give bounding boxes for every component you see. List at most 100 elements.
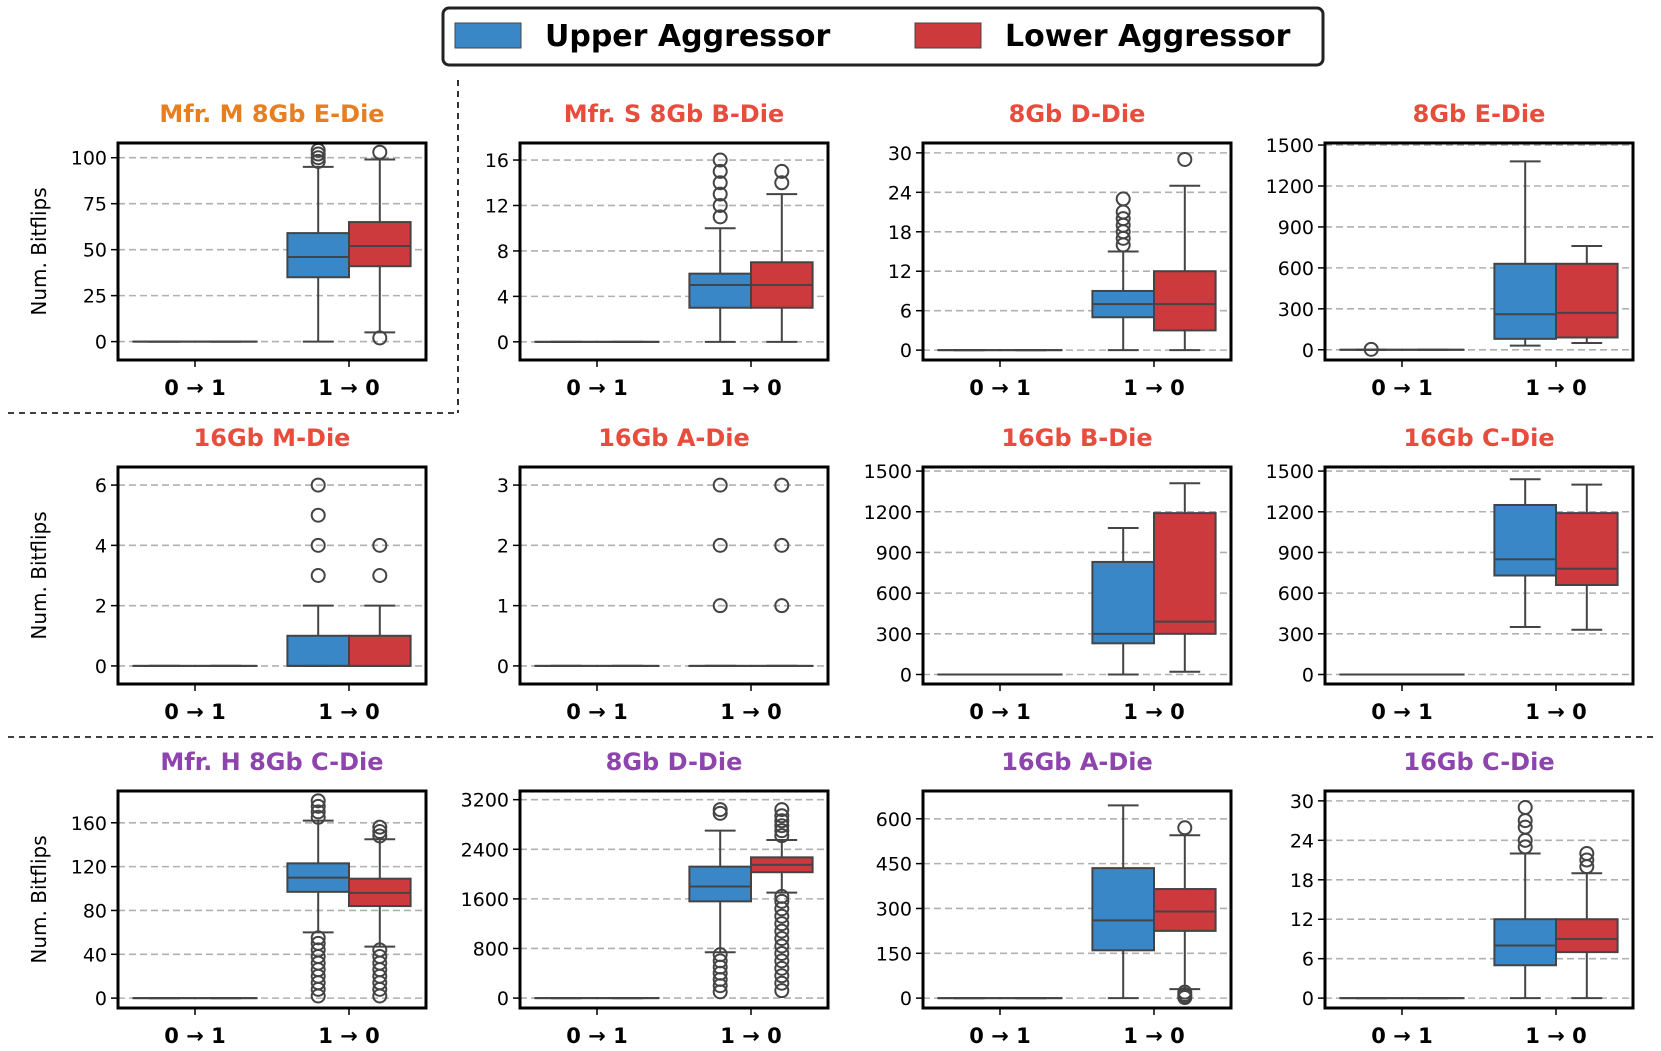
subplot-9: Mfr. H 8Gb C-Die 0 40 80 120 160 Num. Bitflips… <box>27 748 428 1048</box>
lower-box-1to0 <box>1153 820 1217 1006</box>
outlier-point <box>774 818 790 834</box>
y-tick-label: 2400 <box>461 839 509 861</box>
subplot-11: 16Gb A-Die 0 150 300 450 600 0 → 1 1 → 0 <box>876 748 1233 1048</box>
y-tick-label: 30 <box>888 143 912 165</box>
y-axis-label: Num. Bitflips <box>27 511 51 639</box>
subplot-title: 8Gb D-Die <box>606 748 743 776</box>
y-tick-label: 1200 <box>864 502 912 524</box>
x-tick-label: 1 → 0 <box>1123 376 1184 400</box>
iqr-box <box>1153 512 1217 635</box>
iqr-box <box>1555 512 1619 586</box>
iqr-box <box>1091 867 1156 952</box>
outlier-point <box>712 209 728 225</box>
outlier-point <box>372 828 388 844</box>
upper-box-1to0 <box>1493 799 1558 1000</box>
subplot-title: 8Gb E-Die <box>1413 100 1546 128</box>
y-tick-label: 450 <box>876 854 912 876</box>
outlier-point <box>372 942 388 958</box>
outlier-point <box>310 935 326 951</box>
outlier-point <box>1579 845 1595 861</box>
outlier-point <box>774 537 790 553</box>
y-tick-label: 900 <box>1278 542 1314 564</box>
outlier-point <box>310 804 326 820</box>
x-tick-label: 0 → 1 <box>969 700 1030 724</box>
x-tick-label: 0 → 1 <box>1371 376 1432 400</box>
x-tick-label: 1 → 0 <box>318 1024 379 1048</box>
outlier-point <box>774 931 790 947</box>
outlier-point <box>1517 799 1533 815</box>
upper-box-1to0 <box>286 142 350 343</box>
y-tick-label: 800 <box>473 938 509 960</box>
outlier-point <box>774 823 790 839</box>
y-tick-label: 1200 <box>1266 502 1314 524</box>
outlier-point <box>1115 191 1131 207</box>
subplot-title: Mfr. S 8Gb B-Die <box>564 100 784 128</box>
upper-box-1to0 <box>1091 804 1156 1000</box>
x-tick-label: 1 → 0 <box>1123 700 1184 724</box>
y-tick-label: 600 <box>1278 583 1314 605</box>
subplot-title: 16Gb C-Die <box>1403 748 1554 776</box>
subplot-title: 16Gb B-Die <box>1001 424 1152 452</box>
outlier-point <box>310 930 326 946</box>
subplot-12: 16Gb C-Die 0 6 12 18 24 30 0 → 1 1 → 0 <box>1290 748 1635 1048</box>
y-tick-label: 600 <box>876 583 912 605</box>
outlier-point <box>774 598 790 614</box>
y-tick-label: 75 <box>83 194 107 216</box>
y-tick-label: 50 <box>83 240 107 262</box>
outlier-point <box>712 477 728 493</box>
y-tick-label: 600 <box>1278 258 1314 280</box>
plot-frame <box>921 141 1233 362</box>
lower-box-1to0 <box>1153 151 1217 352</box>
outlier-point <box>774 908 790 924</box>
lower-box-1to0 <box>750 477 814 667</box>
y-tick-label: 0 <box>95 988 107 1010</box>
outlier-point <box>712 175 728 191</box>
y-tick-label: 100 <box>71 148 107 170</box>
legend-swatch-lower <box>914 22 982 49</box>
y-tick-label: 6 <box>95 475 107 497</box>
lower-box-1to0 <box>348 537 412 667</box>
iqr-box <box>286 634 350 667</box>
subplot-7: 16Gb B-Die 0 300 600 900 1200 1500 0 → 1 1 → 0 <box>864 424 1233 724</box>
y-tick-label: 3200 <box>461 790 509 812</box>
outlier-point <box>774 923 790 939</box>
plot-frame <box>518 789 830 1010</box>
legend-label-lower: Lower Aggressor <box>1005 19 1291 54</box>
outlier-point <box>712 953 728 969</box>
outlier-point <box>712 598 728 614</box>
y-tick-label: 160 <box>71 813 107 835</box>
y-tick-label: 24 <box>888 182 912 204</box>
outlier-point <box>310 537 326 553</box>
subplot-3: 8Gb D-Die 0 6 12 18 24 30 0 → 1 1 → 0 <box>888 100 1233 400</box>
y-tick-label: 900 <box>1278 217 1314 239</box>
x-tick-label: 1 → 0 <box>1525 1024 1586 1048</box>
iqr-box <box>348 634 412 667</box>
y-tick-label: 300 <box>876 898 912 920</box>
y-tick-label: 1600 <box>461 889 509 911</box>
lower-box-1to0 <box>1555 845 1619 1000</box>
y-tick-label: 0 <box>497 332 509 354</box>
legend: Upper Aggressor Lower Aggressor <box>441 6 1325 67</box>
iqr-box <box>286 232 350 279</box>
lower-box-1to0 <box>750 163 814 343</box>
y-tick-label: 24 <box>1290 830 1314 852</box>
x-tick-label: 0 → 1 <box>969 1024 1030 1048</box>
x-tick-label: 0 → 1 <box>566 700 627 724</box>
outlier-point <box>774 893 790 909</box>
outlier-point <box>774 888 790 904</box>
y-tick-label: 0 <box>1302 665 1314 687</box>
iqr-box <box>1091 560 1156 645</box>
iqr-box <box>688 865 753 903</box>
x-tick-label: 0 → 1 <box>164 700 225 724</box>
y-tick-label: 0 <box>900 665 912 687</box>
outlier-point <box>372 330 388 346</box>
y-tick-label: 1500 <box>1266 461 1314 483</box>
subplot-title: Mfr. M 8Gb E-Die <box>159 100 384 128</box>
upper-box-1to0 <box>688 477 753 667</box>
x-tick-label: 0 → 1 <box>164 1024 225 1048</box>
y-tick-label: 6 <box>900 301 912 323</box>
subplot-2: Mfr. S 8Gb B-Die 0 4 8 12 16 0 → 1 1 → 0 <box>485 100 830 400</box>
y-tick-label: 80 <box>83 900 107 922</box>
upper-box-1to0 <box>1493 160 1558 347</box>
